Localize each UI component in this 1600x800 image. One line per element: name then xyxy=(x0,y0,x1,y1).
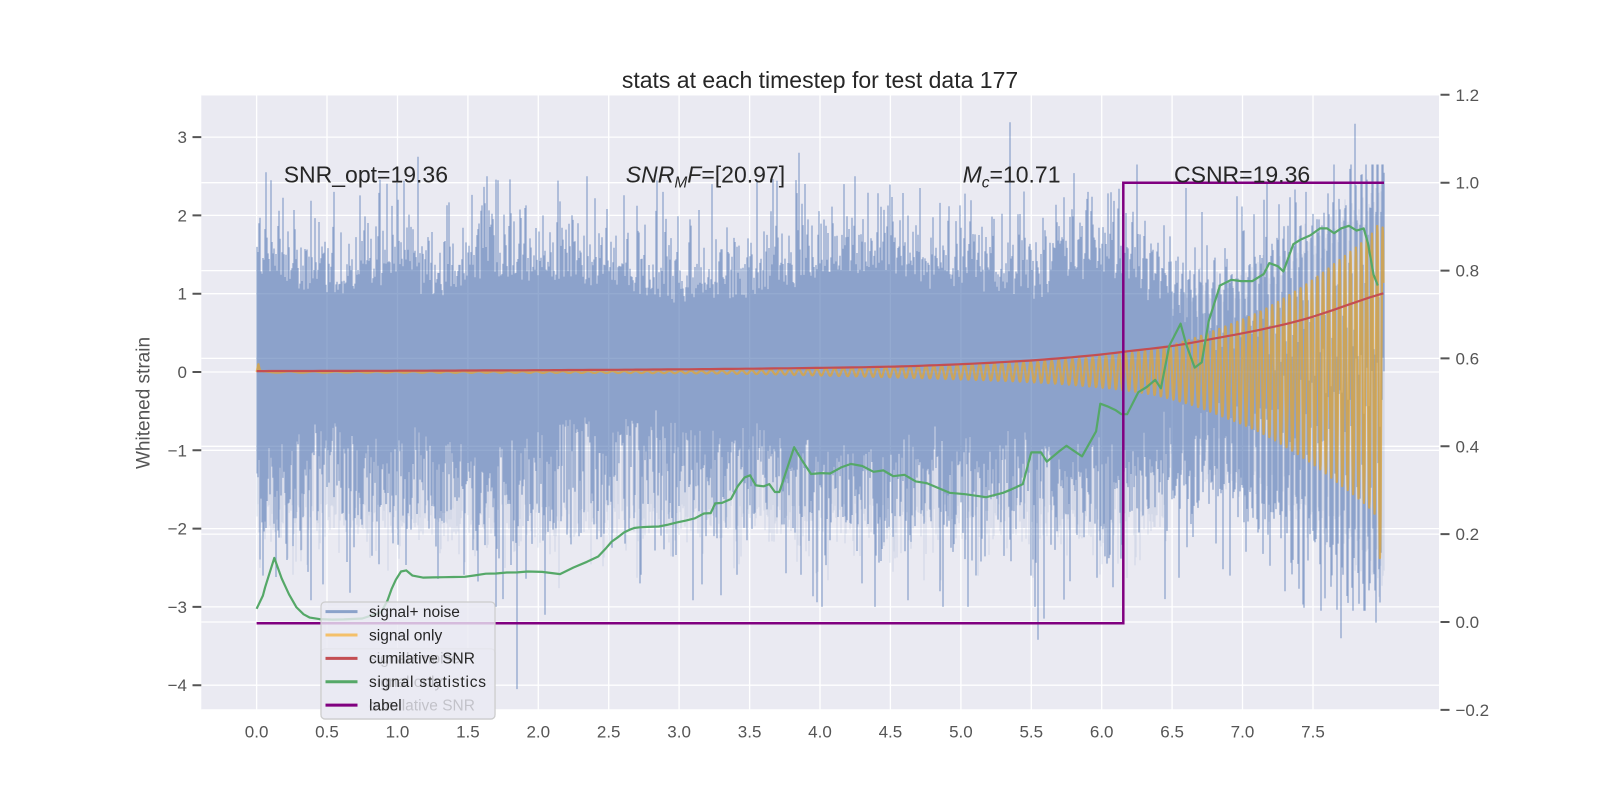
svg-text:−1: −1 xyxy=(168,441,187,460)
svg-text:Whitened strain: Whitened strain xyxy=(134,337,155,469)
svg-text:2: 2 xyxy=(178,206,187,225)
svg-text:−3: −3 xyxy=(168,598,187,617)
svg-text:6.5: 6.5 xyxy=(1160,723,1184,742)
svg-text:0.5: 0.5 xyxy=(315,723,339,742)
svg-text:5.5: 5.5 xyxy=(1019,723,1043,742)
svg-text:7.0: 7.0 xyxy=(1231,723,1255,742)
svg-text:0.8: 0.8 xyxy=(1456,262,1480,281)
svg-text:Mc=10.71: Mc=10.71 xyxy=(963,162,1061,192)
svg-text:stats at each timestep for tes: stats at each timestep for test data 177 xyxy=(622,67,1018,93)
svg-text:0.0: 0.0 xyxy=(1456,613,1480,632)
svg-text:−2: −2 xyxy=(168,520,187,539)
svg-text:−0.2: −0.2 xyxy=(1456,701,1490,720)
svg-text:1.2: 1.2 xyxy=(1456,86,1480,105)
svg-text:label: label xyxy=(369,697,402,714)
svg-text:3.5: 3.5 xyxy=(738,723,762,742)
svg-text:SNRMF=[20.97]: SNRMF=[20.97] xyxy=(626,162,785,192)
svg-text:signal+ noise: signal+ noise xyxy=(369,604,460,621)
svg-text:2.5: 2.5 xyxy=(597,723,621,742)
svg-text:0.2: 0.2 xyxy=(1456,525,1480,544)
svg-text:4.5: 4.5 xyxy=(879,723,903,742)
svg-text:7.5: 7.5 xyxy=(1301,723,1325,742)
svg-text:1: 1 xyxy=(178,285,187,304)
svg-text:SNR_opt=19.36: SNR_opt=19.36 xyxy=(284,162,448,188)
svg-text:0.6: 0.6 xyxy=(1456,349,1480,368)
svg-text:6.0: 6.0 xyxy=(1090,723,1114,742)
svg-text:0: 0 xyxy=(178,363,187,382)
svg-text:2.0: 2.0 xyxy=(526,723,550,742)
svg-text:1.0: 1.0 xyxy=(386,723,410,742)
svg-text:4.0: 4.0 xyxy=(808,723,832,742)
svg-text:−4: −4 xyxy=(168,676,187,695)
svg-text:0.0: 0.0 xyxy=(245,723,269,742)
svg-text:3.0: 3.0 xyxy=(667,723,691,742)
svg-text:cumilative SNR: cumilative SNR xyxy=(369,651,475,668)
svg-text:5.0: 5.0 xyxy=(949,723,973,742)
svg-text:signal statistics: signal statistics xyxy=(369,674,487,691)
svg-text:signal only: signal only xyxy=(369,627,442,644)
svg-text:1.0: 1.0 xyxy=(1456,174,1480,193)
svg-text:0.4: 0.4 xyxy=(1456,437,1480,456)
svg-text:1.5: 1.5 xyxy=(456,723,480,742)
svg-text:CSNR=19.36: CSNR=19.36 xyxy=(1174,162,1310,188)
svg-text:3: 3 xyxy=(178,128,187,147)
